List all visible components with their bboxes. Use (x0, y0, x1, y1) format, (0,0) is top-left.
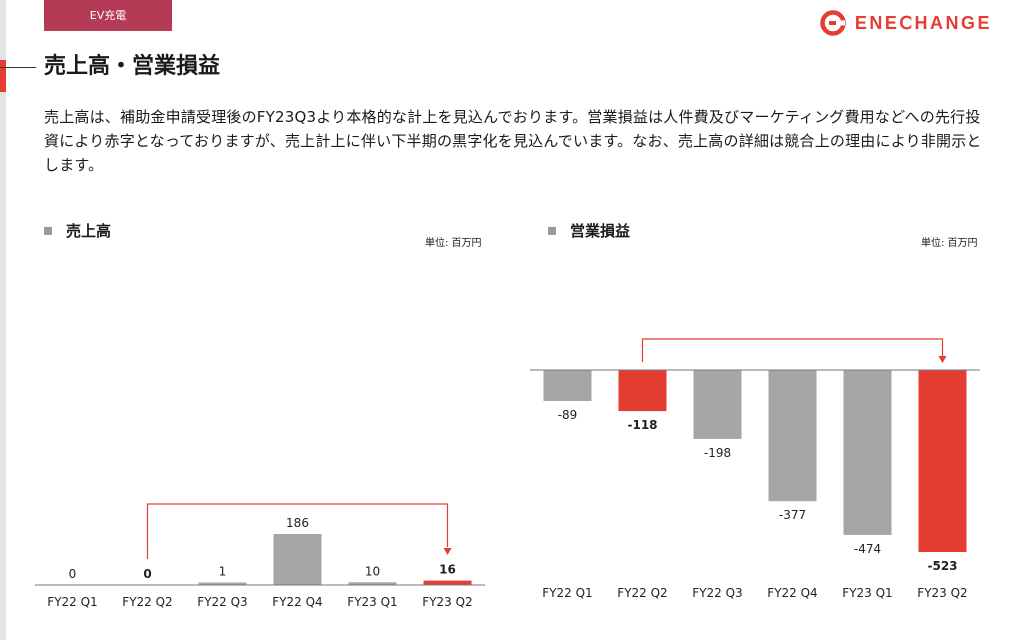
operating-income-comparison-bracket (641, 338, 944, 362)
operating-income-value-label: -198 (704, 446, 731, 460)
operating-income-bar (693, 370, 742, 439)
revenue-value-label: 1 (219, 565, 227, 579)
page-title: 売上高・営業損益 (44, 54, 221, 79)
operating-income-value-label: -474 (854, 542, 881, 556)
revenue-tick-label: FY22 Q1 (47, 595, 97, 609)
operating-income-tick-label: FY22 Q2 (617, 586, 667, 600)
operating-income-bar (843, 370, 892, 535)
revenue-tick-label: FY23 Q2 (422, 595, 472, 609)
revenue-value-label: 186 (286, 516, 309, 530)
operating-income-value-label: -118 (627, 418, 657, 432)
revenue-chart-header: 売上高 (44, 220, 111, 241)
revenue-tick-label: FY23 Q1 (347, 595, 397, 609)
revenue-tick-label: FY22 Q2 (122, 595, 172, 609)
revenue-value-label: 0 (143, 567, 151, 581)
revenue-comparison-arrowhead (443, 548, 452, 555)
revenue-bar (423, 580, 472, 585)
revenue-tick-label: FY22 Q4 (272, 595, 322, 609)
company-logo: ENEⅭHANGE (820, 10, 992, 36)
operating-income-comparison-arrowhead (938, 356, 947, 363)
revenue-bar (198, 582, 247, 585)
operating-income-chart-title: 営業損益 (570, 222, 631, 240)
operating-income-bar (918, 370, 967, 552)
operating-income-bar (768, 370, 817, 502)
operating-income-tick-label: FY23 Q1 (842, 586, 892, 600)
title-rule (0, 67, 36, 68)
operating-income-tick-label: FY22 Q4 (767, 586, 817, 600)
description-text: 売上高は、補助金申請受理後のFY23Q3より本格的な計上を見込んでおります。営業… (44, 108, 982, 174)
operating-income-tick-label: FY23 Q2 (917, 586, 967, 600)
operating-income-value-label: -377 (779, 508, 806, 522)
operating-income-bar (618, 370, 667, 412)
logo-text: ENEⅭHANGE (854, 12, 992, 33)
enechange-logo-icon (820, 10, 846, 36)
revenue-value-label: 16 (439, 563, 456, 577)
revenue-bar (273, 534, 322, 585)
side-accent-marker (0, 60, 6, 92)
revenue-value-label: 0 (69, 567, 77, 581)
revenue-unit-label: 単位: 百万円 (425, 238, 482, 249)
revenue-value-label: 10 (365, 564, 380, 578)
revenue-bar (348, 582, 397, 585)
operating-income-unit-label: 単位: 百万円 (921, 238, 978, 249)
square-bullet-icon (44, 226, 52, 235)
square-bullet-icon (548, 226, 556, 235)
operating-income-tick-label: FY22 Q1 (542, 586, 592, 600)
section-tab: EV充電 (44, 0, 172, 31)
operating-income-bar (543, 370, 592, 401)
revenue-tick-label: FY22 Q3 (197, 595, 247, 609)
operating-income-tick-label: FY22 Q3 (692, 586, 742, 600)
operating-income-value-label: -89 (558, 408, 578, 422)
side-accent-bar (0, 0, 6, 640)
operating-income-chart-header: 営業損益 (548, 220, 630, 241)
revenue-comparison-bracket (146, 503, 449, 559)
revenue-chart-title: 売上高 (66, 222, 112, 240)
operating-income-value-label: -523 (927, 559, 957, 573)
